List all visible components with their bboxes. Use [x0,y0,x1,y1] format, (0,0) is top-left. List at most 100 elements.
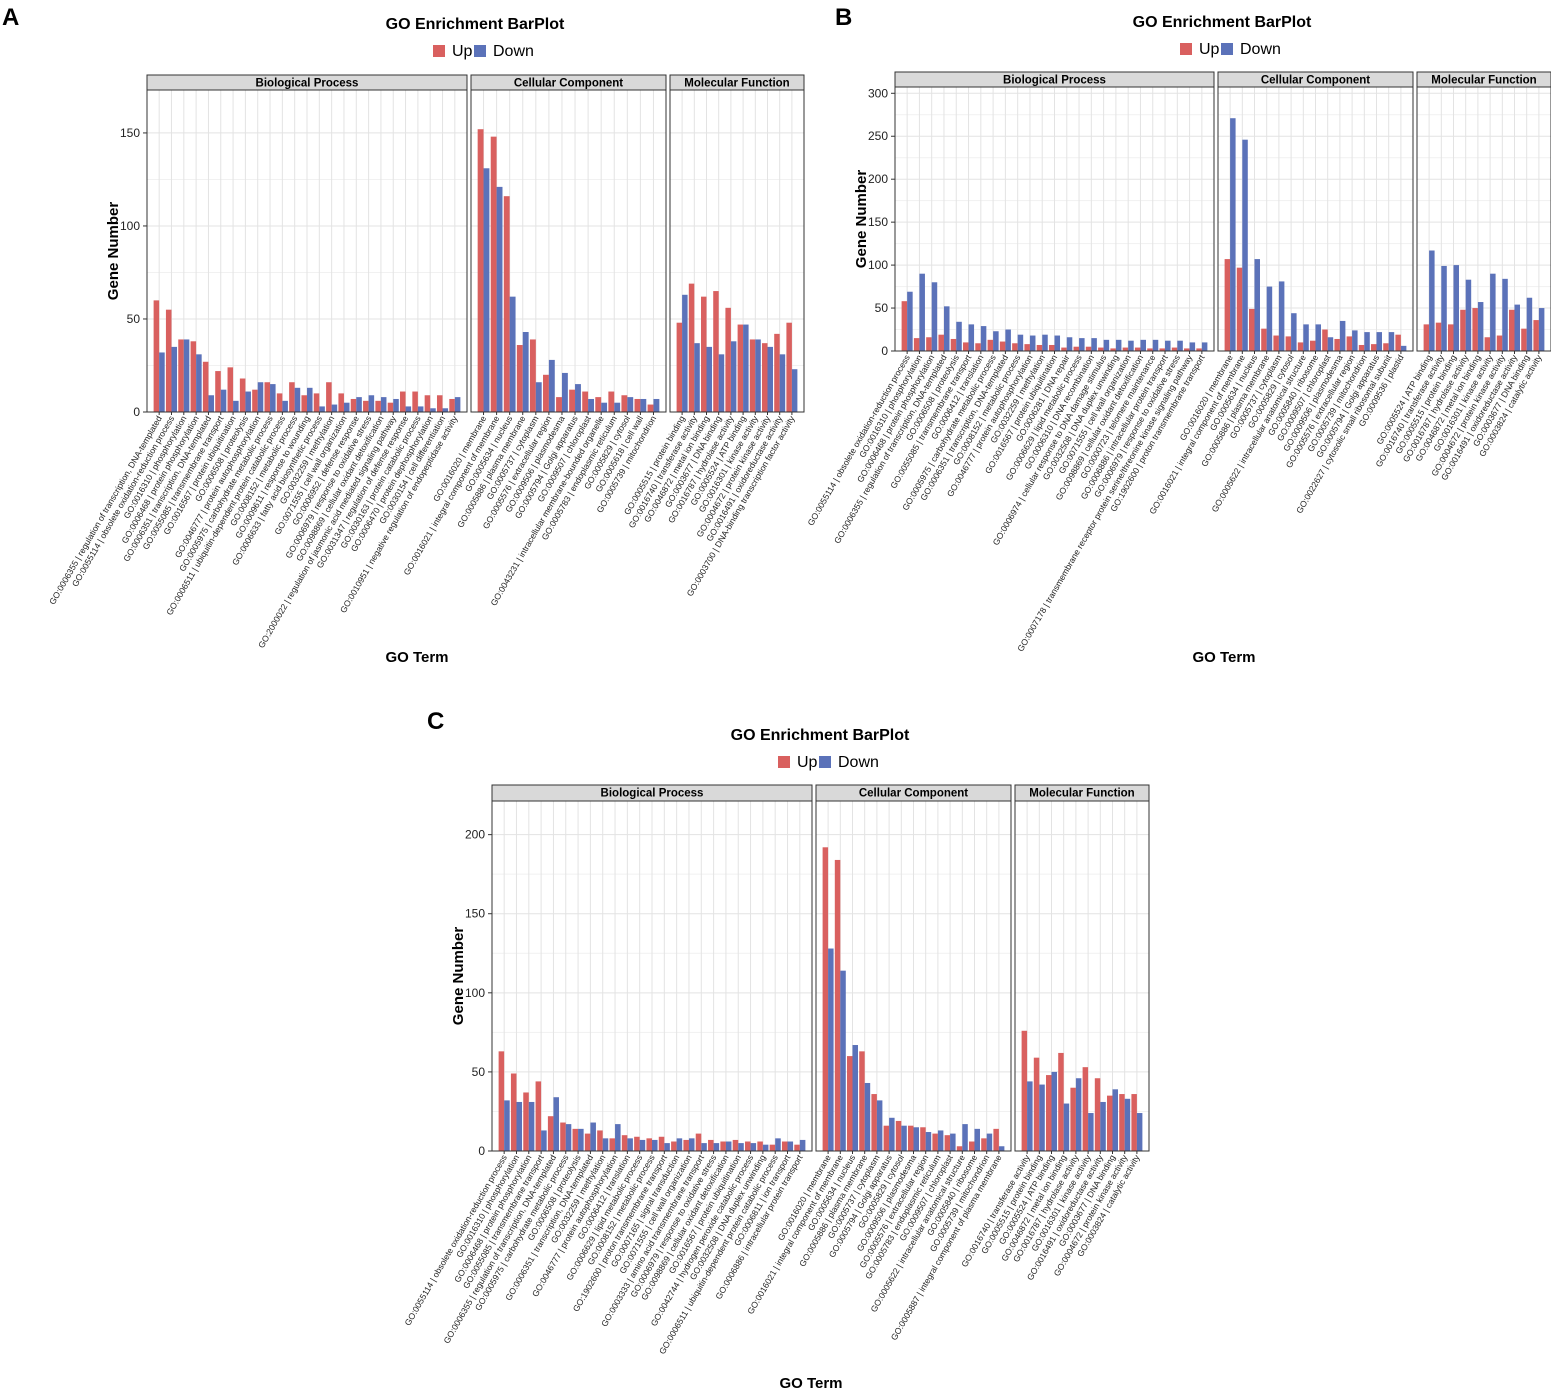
bar-down [548,359,555,412]
bar-down [1005,329,1011,351]
bar-down [1201,342,1208,351]
bar-down [1091,338,1097,351]
bar-down [380,397,387,412]
bar-up [981,1138,987,1151]
bar-up [1122,347,1129,351]
bar-down [787,1141,794,1151]
bar-up [634,1136,640,1151]
panel-letter: B [835,4,852,31]
bar-up [569,389,576,412]
bar-up [1184,348,1190,351]
bar-down [601,402,608,412]
bar-down [590,1122,596,1151]
bar-down [233,400,239,412]
legend-label-down: Down [493,43,534,60]
bar-up [1085,346,1092,351]
bar-down [208,395,214,412]
bar-up [774,333,780,412]
bar-down [541,1130,547,1151]
bar-down [257,382,264,412]
legend-swatch-down [1221,43,1233,55]
bar-up [1236,267,1243,351]
bar-up [1273,335,1279,351]
bar-down [1266,286,1273,351]
bar-up [1395,334,1401,351]
bar-down [496,186,503,412]
bar-up [1036,344,1043,351]
bar-down [535,382,542,412]
bar-up [944,1135,951,1151]
bar-down [1075,1078,1082,1151]
bar-down [653,398,660,412]
bar-up [510,1073,517,1151]
bar-down [1538,308,1545,351]
y-tick-label: 150 [465,907,485,921]
bar-down [1242,139,1248,351]
bar-down [791,369,798,412]
bar-up [1110,348,1116,351]
bar-up [1073,346,1080,351]
bar-up [190,341,197,412]
bar-down [1177,340,1183,351]
bar-down [1039,1084,1045,1151]
bar-down [968,324,975,351]
bar-up [1383,343,1389,351]
bar-down [993,331,999,351]
bar-up [725,307,731,412]
bar-down [565,1124,572,1151]
bar-up [950,338,957,351]
legend-swatch-up [433,45,445,57]
bar-down [931,282,938,351]
bar-down [417,406,424,412]
bar-up [1297,342,1304,351]
bar-down [368,395,375,412]
bar-down [1230,118,1236,351]
bar-down [743,324,749,412]
bar-down [937,1130,944,1151]
bar-down [682,294,688,412]
x-axis-label: GO Term [385,649,448,666]
bar-down [962,1124,968,1151]
bar-up [1082,1067,1089,1151]
bar-up [794,1144,800,1151]
bar-up [757,1141,763,1151]
y-tick-label: 50 [472,1065,486,1079]
facet-strip-label: Cellular Component [514,78,623,90]
bar-up [745,1141,751,1151]
bar-up [938,334,944,351]
bar-down [664,1143,670,1151]
bar-down [1066,337,1073,351]
bar-up [671,1141,677,1151]
bar-up [713,291,719,412]
bar-down [956,321,962,351]
bar-down [561,372,568,412]
bar-up [1098,347,1104,351]
bar-down [762,1144,769,1151]
bar-up [920,1127,926,1151]
bar-up [1460,309,1466,351]
panel-border [1217,86,1414,352]
bar-up [1472,308,1478,351]
bar-down [688,1138,695,1151]
y-tick-label: 50 [127,312,141,326]
bar-down [516,1101,523,1151]
panel-border [1416,86,1551,352]
bar-up [1484,337,1491,351]
bar-up [1261,328,1267,351]
bar-up [449,398,455,412]
bar-up [708,1139,714,1151]
bar-down [1526,297,1533,351]
bar-down [294,387,301,412]
bar-down [1042,334,1048,351]
bar-up [1021,1030,1028,1151]
panel-border [470,89,667,413]
bar-up [202,361,209,412]
legend: Up Down [778,754,879,771]
bar-up [523,1092,529,1151]
bar-up [326,382,332,412]
bar-down [1103,339,1110,351]
bar-up [387,402,394,412]
bar-down [1017,334,1024,351]
